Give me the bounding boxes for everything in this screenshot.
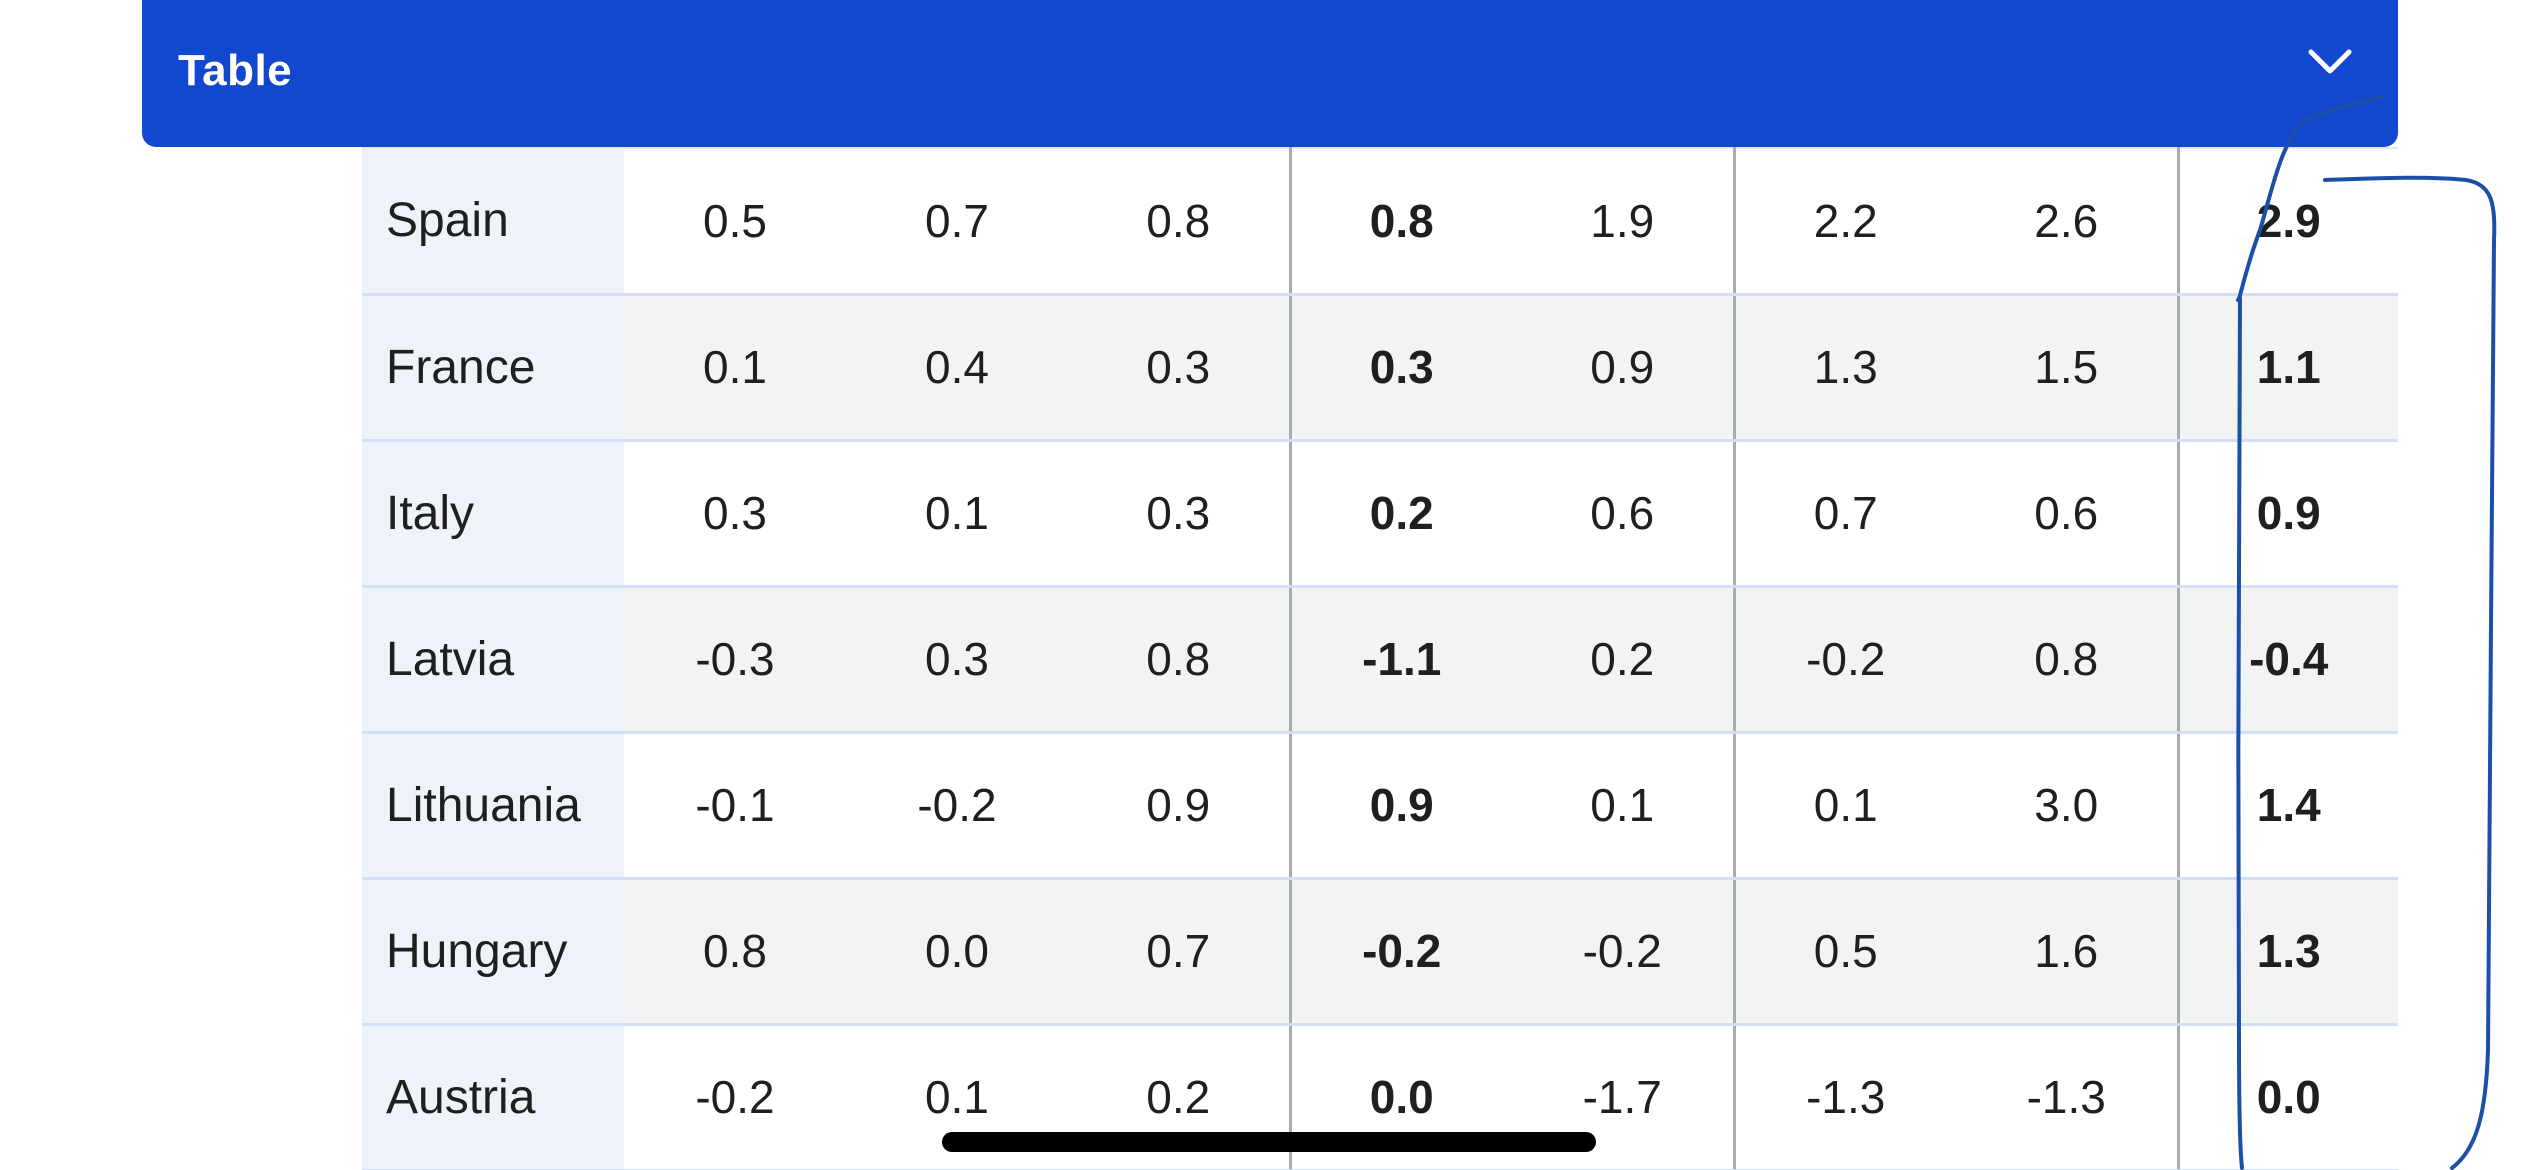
table-cell: 1.3 — [2176, 878, 2398, 1026]
table-cell: 0.8 — [1956, 586, 2178, 734]
table-cell: 0.8 — [1068, 147, 1290, 296]
table-cell: 2.6 — [1956, 147, 2178, 296]
table-cell: 0.9 — [2176, 440, 2398, 588]
table-cell: 0.3 — [1068, 294, 1290, 442]
table-cell: -0.2 — [624, 1024, 846, 1170]
row-country-name: Spain — [362, 147, 624, 296]
table-cell: 0.3 — [624, 440, 846, 588]
table-cell: 1.1 — [2176, 294, 2398, 442]
table-row: Italy 0.3 0.1 0.3 0.2 0.6 0.7 0.6 0.9 — [362, 440, 2398, 588]
table-cell: -0.1 — [624, 732, 846, 880]
row-country-name: Latvia — [362, 586, 624, 734]
table-cell: -1.3 — [1956, 1024, 2178, 1170]
table-cell: 0.3 — [1068, 440, 1290, 588]
table-cell: 0.9 — [1288, 732, 1512, 880]
table-cell: 0.8 — [1068, 586, 1290, 734]
table-cell: 3.0 — [1956, 732, 2178, 880]
table-cell: 1.6 — [1956, 878, 2178, 1026]
table-cell: 0.6 — [1956, 440, 2178, 588]
data-table: Spain 0.5 0.7 0.8 0.8 1.9 2.2 2.6 2.9 France 0.1 0.… — [362, 147, 2398, 1170]
table-cell: 1.5 — [1956, 294, 2178, 442]
table-cell: 0.9 — [1068, 732, 1290, 880]
row-country-name: Hungary — [362, 878, 624, 1026]
table-cell: 0.7 — [1732, 440, 1956, 588]
table-cell: 1.4 — [2176, 732, 2398, 880]
table-cell: -0.4 — [2176, 586, 2398, 734]
table-cell: -0.2 — [1732, 586, 1956, 734]
table-row: Spain 0.5 0.7 0.8 0.8 1.9 2.2 2.6 2.9 — [362, 147, 2398, 296]
table-cell: 0.5 — [1732, 878, 1956, 1026]
table-cell: 1.3 — [1732, 294, 1956, 442]
table-row: Latvia -0.3 0.3 0.8 -1.1 0.2 -0.2 0.8 -0.4 — [362, 586, 2398, 734]
row-country-name: Austria — [362, 1024, 624, 1170]
table-row: Hungary 0.8 0.0 0.7 -0.2 -0.2 0.5 1.6 1.3 — [362, 878, 2398, 1026]
table-header-bar[interactable]: Table — [142, 0, 2398, 147]
table-cell: -0.2 — [1288, 878, 1512, 1026]
table-cell: 2.2 — [1732, 147, 1956, 296]
table-cell: -0.2 — [1512, 878, 1734, 1026]
table-row: Austria -0.2 0.1 0.2 0.0 -1.7 -1.3 -1.3 0.0 — [362, 1024, 2398, 1170]
table-cell: 0.9 — [1512, 294, 1734, 442]
table-cell: -0.3 — [624, 586, 846, 734]
table-cell: 0.6 — [1512, 440, 1734, 588]
table-cell: 0.1 — [846, 440, 1068, 588]
header-title: Table — [178, 46, 293, 95]
table-cell: 0.8 — [624, 878, 846, 1026]
table-cell: 0.0 — [2176, 1024, 2398, 1170]
table-row: France 0.1 0.4 0.3 0.3 0.9 1.3 1.5 1.1 — [362, 294, 2398, 442]
table-cell: -1.3 — [1732, 1024, 1956, 1170]
table-cell: 0.7 — [846, 147, 1068, 296]
row-country-name: France — [362, 294, 624, 442]
table-cell: 0.3 — [1288, 294, 1512, 442]
chevron-down-icon[interactable] — [2305, 44, 2355, 80]
row-country-name: Italy — [362, 440, 624, 588]
table-cell: 0.2 — [1512, 586, 1734, 734]
table-cell: 0.2 — [1288, 440, 1512, 588]
table-cell: -1.1 — [1288, 586, 1512, 734]
table-cell: 0.0 — [846, 878, 1068, 1026]
table-cell: 0.1 — [1732, 732, 1956, 880]
table-cell: 0.8 — [1288, 147, 1512, 296]
home-indicator[interactable] — [942, 1132, 1596, 1152]
table-cell: -0.2 — [846, 732, 1068, 880]
table-cell: 2.9 — [2176, 147, 2398, 296]
table-row: Lithuania -0.1 -0.2 0.9 0.9 0.1 0.1 3.0 1.4 — [362, 732, 2398, 880]
table-cell: 0.4 — [846, 294, 1068, 442]
table-scroll-area[interactable]: Spain 0.5 0.7 0.8 0.8 1.9 2.2 2.6 2.9 France 0.1 0.… — [362, 147, 2398, 1170]
table-cell: 0.5 — [624, 147, 846, 296]
row-country-name: Lithuania — [362, 732, 624, 880]
table-cell: 0.1 — [624, 294, 846, 442]
table-cell: 0.3 — [846, 586, 1068, 734]
table-cell: 0.1 — [1512, 732, 1734, 880]
table-cell: 0.7 — [1068, 878, 1290, 1026]
table-cell: 1.9 — [1512, 147, 1734, 296]
